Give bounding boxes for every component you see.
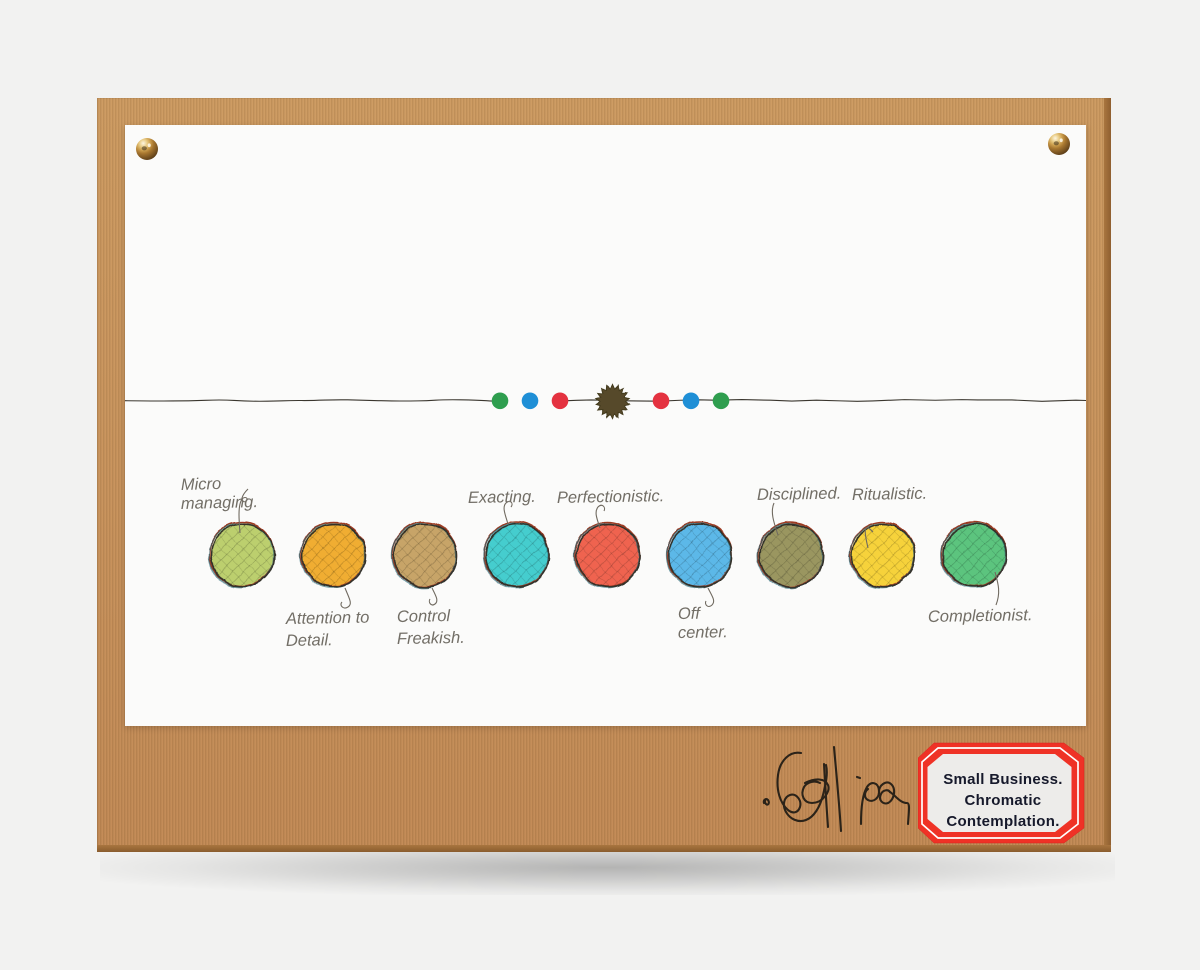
svg-text:Control: Control xyxy=(397,607,452,626)
svg-text:Attention to: Attention to xyxy=(285,609,370,628)
svg-text:Off: Off xyxy=(678,605,703,623)
svg-text:Detail.: Detail. xyxy=(286,631,333,650)
svg-text:Disciplined.: Disciplined. xyxy=(757,485,842,504)
svg-text:Freakish.: Freakish. xyxy=(397,629,465,648)
svg-text:managing.: managing. xyxy=(181,493,259,513)
svg-text:Exacting.: Exacting. xyxy=(468,488,536,507)
svg-text:Completionist.: Completionist. xyxy=(928,606,1033,626)
svg-text:Contemplation.: Contemplation. xyxy=(946,813,1059,830)
svg-text:Micro: Micro xyxy=(181,475,222,494)
svg-text:center.: center. xyxy=(678,623,728,642)
svg-text:Perfectionistic.: Perfectionistic. xyxy=(557,487,665,507)
svg-text:Small Business.: Small Business. xyxy=(943,771,1063,788)
svg-text:Ritualistic.: Ritualistic. xyxy=(852,485,927,504)
svg-text:Chromatic: Chromatic xyxy=(965,792,1042,809)
